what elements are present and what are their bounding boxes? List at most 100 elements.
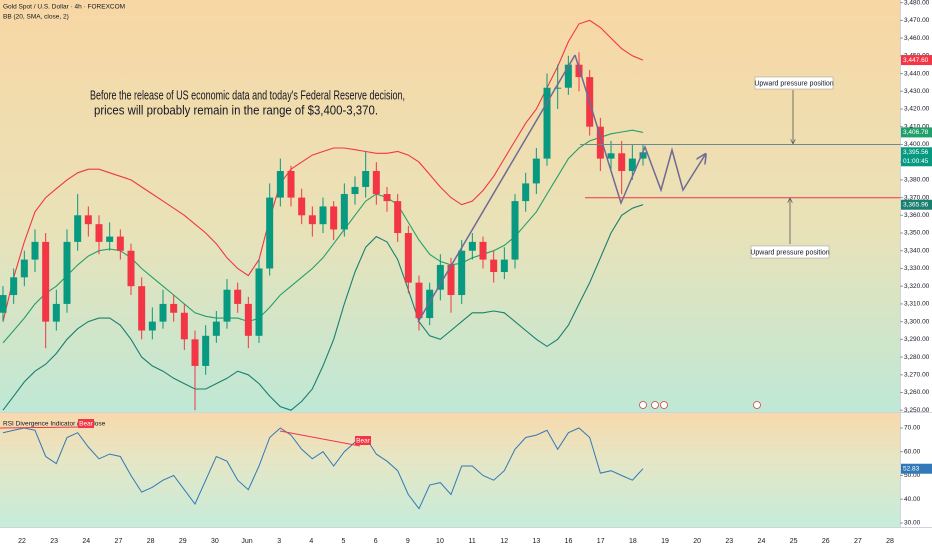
candle-body bbox=[543, 87, 551, 159]
drawings: Upward pressure position Upward pressure… bbox=[0, 4, 900, 447]
candle-body bbox=[266, 197, 274, 269]
candle-body bbox=[191, 339, 199, 366]
candle-body bbox=[511, 201, 519, 260]
candle-body bbox=[564, 64, 572, 88]
price-label: 3,447.60 bbox=[903, 57, 929, 64]
candle-body bbox=[10, 277, 18, 296]
annotation-label: Upward pressure position bbox=[754, 80, 833, 87]
countdown-label: 01:00:45 bbox=[903, 158, 929, 165]
candle-body bbox=[84, 215, 92, 225]
y-tick-label: 30.00 bbox=[904, 520, 921, 527]
rsi-pane bbox=[0, 413, 900, 527]
y-tick-label: 3,370.00 bbox=[904, 194, 930, 201]
candle-body bbox=[479, 241, 487, 260]
candle-body bbox=[468, 241, 476, 251]
rsi-line bbox=[2, 427, 644, 510]
bear-box bbox=[78, 419, 94, 428]
y-tick-label: 3,250.00 bbox=[904, 407, 930, 414]
candle-body bbox=[138, 286, 146, 331]
candle-body bbox=[74, 215, 82, 242]
x-tick-label: 3 bbox=[277, 538, 281, 545]
candle-body bbox=[618, 153, 626, 172]
candle-body bbox=[234, 289, 242, 304]
price-label-box bbox=[901, 463, 932, 474]
price-label: 52.83 bbox=[903, 465, 920, 472]
candle-body bbox=[628, 158, 636, 172]
candle-body bbox=[52, 303, 60, 322]
x-tick-label: 13 bbox=[533, 538, 541, 545]
candle-body bbox=[287, 171, 295, 198]
candle-body bbox=[383, 194, 391, 202]
candle-body bbox=[394, 201, 402, 234]
candle-body bbox=[42, 241, 50, 322]
x-tick-label: 27 bbox=[115, 538, 123, 545]
divergence-line bbox=[0, 426, 81, 429]
bear-box bbox=[355, 436, 371, 445]
x-tick-label: 18 bbox=[629, 538, 637, 545]
candle-body bbox=[426, 289, 434, 319]
y-tick-label: 3,310.00 bbox=[904, 301, 930, 308]
label-box bbox=[750, 245, 830, 259]
y-tick-label: 3,340.00 bbox=[904, 247, 930, 254]
x-tick-label: 23 bbox=[50, 538, 58, 545]
note: Before the release of US economic data a… bbox=[90, 88, 405, 102]
label-box bbox=[754, 76, 834, 90]
rsi-title: RSI Divergence Indicator (14, close bbox=[3, 421, 106, 428]
x-tick-label: 24 bbox=[82, 538, 90, 545]
y-tick-label: 50.00 bbox=[904, 472, 921, 479]
candle-body bbox=[180, 312, 188, 340]
candle-body bbox=[106, 236, 114, 242]
candle-body bbox=[522, 183, 530, 202]
y-tick-label: 3,330.00 bbox=[904, 265, 930, 272]
x-tick-label: 16 bbox=[565, 538, 573, 545]
price-label: 3,365.96 bbox=[903, 201, 929, 208]
x-tick-label: 20 bbox=[693, 538, 701, 545]
candle-body bbox=[298, 197, 306, 216]
y-tick-label: 3,380.00 bbox=[904, 177, 930, 184]
price-label-box bbox=[901, 147, 932, 167]
candle-body bbox=[607, 153, 615, 159]
candle-body bbox=[330, 206, 338, 230]
x-tick-label: 29 bbox=[179, 538, 187, 545]
candle-body bbox=[372, 171, 380, 195]
x-tick-label: 17 bbox=[597, 538, 605, 545]
candle-body bbox=[436, 264, 444, 290]
y-tick-label: 70.00 bbox=[904, 425, 921, 432]
candle-body bbox=[500, 259, 508, 273]
chart-title: Gold Spot / U.S. Dollar · 4h · FOREXCOM bbox=[3, 4, 125, 11]
y-tick-label: 3,460.00 bbox=[904, 35, 930, 42]
candle-body bbox=[458, 250, 466, 296]
candle-body bbox=[127, 250, 135, 287]
candle-body bbox=[575, 64, 583, 78]
candle-body bbox=[95, 224, 103, 242]
price-pane bbox=[0, 0, 900, 412]
note: prices will probably remain in the range… bbox=[94, 103, 378, 117]
y-tick-label: 60.00 bbox=[904, 448, 921, 455]
x-tick-label: 5 bbox=[342, 538, 346, 545]
y-tick-label: 3,440.00 bbox=[904, 70, 930, 77]
candle-body bbox=[308, 215, 316, 225]
candle-body bbox=[20, 259, 28, 278]
candle-body bbox=[202, 335, 210, 366]
x-tick-label: 24 bbox=[758, 538, 766, 545]
x-tick-label: Jun bbox=[241, 538, 252, 545]
y-tick-label: 3,410.00 bbox=[904, 123, 930, 130]
y-tick-label: 3,300.00 bbox=[904, 318, 930, 325]
candle-body bbox=[532, 158, 540, 184]
candle-body bbox=[0, 295, 7, 313]
price-label-box bbox=[901, 199, 932, 210]
x-tick-label: 26 bbox=[822, 538, 830, 545]
candle-body bbox=[148, 321, 156, 331]
x-tick-label: 22 bbox=[18, 538, 26, 545]
x-tick-label: 25 bbox=[790, 538, 798, 545]
x-tick-label: 10 bbox=[436, 538, 444, 545]
candle-body bbox=[116, 236, 124, 251]
candle-body bbox=[554, 87, 562, 89]
y-tick-label: 3,350.00 bbox=[904, 230, 930, 237]
y-tick-label: 3,260.00 bbox=[904, 389, 930, 396]
candle-body bbox=[351, 186, 359, 195]
candle-body bbox=[223, 289, 231, 322]
candle-body bbox=[362, 171, 370, 187]
